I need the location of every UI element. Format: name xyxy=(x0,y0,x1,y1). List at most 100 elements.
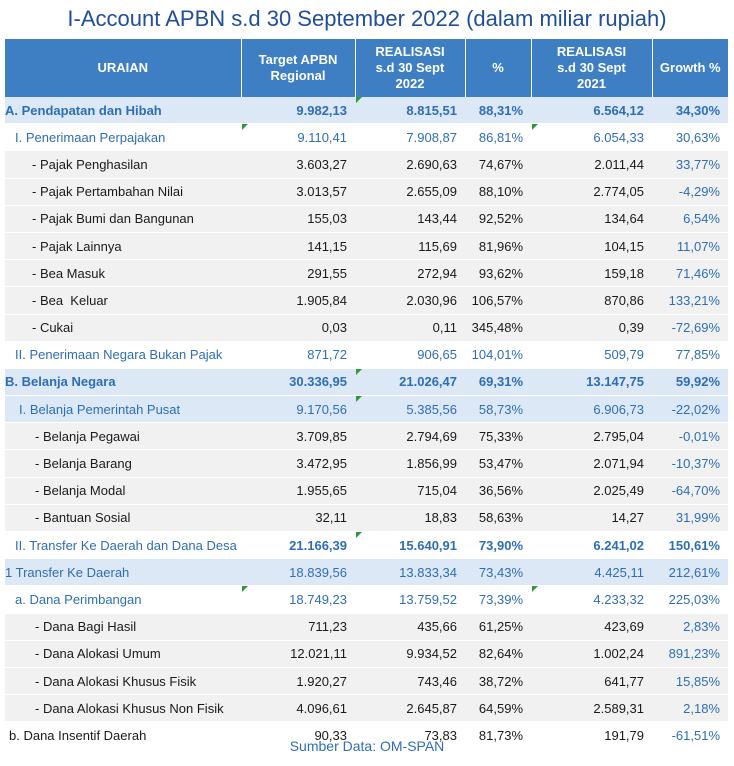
row-real2021: 870,86 xyxy=(531,286,652,315)
table-row: - Dana Alokasi Umum 12.021,11 9.934,52 8… xyxy=(5,640,728,668)
table-row: B. Belanja Negara 30.336,95 21.026,47 69… xyxy=(5,368,728,397)
header-target-line2: Regional xyxy=(270,68,326,83)
row-real2021: 2.025,49 xyxy=(531,477,652,505)
header-r21-line3: 2021 xyxy=(577,76,606,91)
table-row: - Dana Alokasi Khusus Non Fisik 4.096,61… xyxy=(5,694,728,723)
table-row: - Dana Bagi Hasil 711,23 435,66 61,25% 4… xyxy=(5,613,728,641)
row-real2022: 8.815,51 xyxy=(355,97,465,125)
row-real2021: 104,15 xyxy=(531,232,652,261)
row-pct: 73,39% xyxy=(465,585,531,614)
row-growth: 30,63% xyxy=(652,123,728,152)
row-pct: 86,81% xyxy=(465,123,531,152)
row-growth: 77,85% xyxy=(652,341,728,369)
row-real2021: 134,64 xyxy=(531,205,652,233)
table-row: - Dana Alokasi Khusus Fisik 1.920,27 743… xyxy=(5,667,728,696)
row-target: 141,15 xyxy=(241,232,355,261)
row-real2022: 906,65 xyxy=(355,341,465,369)
row-pct: 38,72% xyxy=(465,667,531,696)
row-real2021: 1.002,24 xyxy=(531,640,652,668)
row-target: 3.603,27 xyxy=(241,150,355,179)
table-header-row: URAIAN Target APBN Regional REALISASI s.d … xyxy=(5,39,728,97)
row-target: 18.749,23 xyxy=(241,585,355,614)
row-real2021: 4.233,32 xyxy=(531,585,652,614)
row-growth: -10,37% xyxy=(652,449,728,478)
table-row: - Bea Keluar 1.905,84 2.030,96 106,57% 8… xyxy=(5,286,728,315)
page-title: I-Account APBN s.d 30 September 2022 (da… xyxy=(67,6,667,31)
row-growth: 31,99% xyxy=(652,504,728,533)
row-real2021: 159,18 xyxy=(531,259,652,288)
row-growth: 6,54% xyxy=(652,205,728,233)
row-pct: 64,59% xyxy=(465,694,531,723)
row-growth: 133,21% xyxy=(652,286,728,315)
row-target: 3.709,85 xyxy=(241,422,355,451)
row-real2022: 715,04 xyxy=(355,477,465,505)
row-growth: 212,61% xyxy=(652,558,728,587)
row-target: 32,11 xyxy=(241,504,355,533)
row-real2022: 435,66 xyxy=(355,613,465,641)
row-real2022: 5.385,56 xyxy=(355,395,465,424)
row-label: - Belanja Barang xyxy=(5,449,241,478)
row-pct: 73,90% xyxy=(465,531,531,560)
header-target: Target APBN Regional xyxy=(241,39,356,97)
row-real2022: 21.026,47 xyxy=(355,368,465,397)
row-target: 871,72 xyxy=(241,341,355,369)
row-real2022: 15.640,91 xyxy=(355,531,465,560)
header-realisasi-2022: REALISASI s.d 30 Sept 2022 xyxy=(355,39,466,97)
row-growth: 2,18% xyxy=(652,694,728,723)
row-target: 1.905,84 xyxy=(241,286,355,315)
row-label: - Belanja Modal xyxy=(5,477,241,505)
row-growth: -22,02% xyxy=(652,395,728,424)
row-label: - Dana Alokasi Umum xyxy=(5,640,241,668)
row-real2021: 6.906,73 xyxy=(531,395,652,424)
row-real2022: 13.833,34 xyxy=(355,558,465,587)
table-row: - Pajak Pertambahan Nilai 3.013,57 2.655… xyxy=(5,178,728,206)
header-pct: % xyxy=(465,39,532,97)
table-row: - Belanja Pegawai 3.709,85 2.794,69 75,3… xyxy=(5,422,728,451)
header-target-line1: Target APBN xyxy=(258,52,338,67)
row-real2022: 115,69 xyxy=(355,232,465,261)
row-real2021: 4.425,11 xyxy=(531,558,652,587)
row-pct: 345,48% xyxy=(465,314,531,342)
row-pct: 92,52% xyxy=(465,205,531,233)
row-growth: 150,61% xyxy=(652,531,728,560)
row-real2022: 143,44 xyxy=(355,205,465,233)
row-label: - Dana Bagi Hasil xyxy=(5,613,241,641)
row-pct: 81,73% xyxy=(465,721,531,750)
row-label: - Pajak Bumi dan Bangunan xyxy=(5,205,241,233)
row-target: 18.839,56 xyxy=(241,558,355,587)
row-growth: 11,07% xyxy=(652,232,728,261)
table-row: - Bea Masuk 291,55 272,94 93,62% 159,18 … xyxy=(5,259,728,288)
header-r22-line1: REALISASI xyxy=(375,44,445,59)
row-real2021: 2.011,44 xyxy=(531,150,652,179)
row-target: 9.170,56 xyxy=(241,395,355,424)
row-pct: 36,56% xyxy=(465,477,531,505)
row-growth: -64,70% xyxy=(652,477,728,505)
row-label: - Dana Alokasi Khusus Non Fisik xyxy=(5,694,241,723)
header-growth: Growth % xyxy=(652,39,728,97)
row-real2021: 14,27 xyxy=(531,504,652,533)
header-pct-label: % xyxy=(492,60,504,75)
row-growth: 33,77% xyxy=(652,150,728,179)
row-label: a. Dana Perimbangan xyxy=(5,585,241,614)
apbn-table: URAIAN Target APBN Regional REALISASI s.d … xyxy=(5,39,728,750)
row-target: 3.472,95 xyxy=(241,449,355,478)
row-real2022: 9.934,52 xyxy=(355,640,465,668)
row-target: 711,23 xyxy=(241,613,355,641)
row-pct: 69,31% xyxy=(465,368,531,397)
row-label: - Pajak Pertambahan Nilai xyxy=(5,178,241,206)
row-target: 1.955,65 xyxy=(241,477,355,505)
row-target: 291,55 xyxy=(241,259,355,288)
table-row: II. Penerimaan Negara Bukan Pajak 871,72… xyxy=(5,341,728,369)
table-row: - Bantuan Sosial 32,11 18,83 58,63% 14,2… xyxy=(5,504,728,533)
header-uraian: URAIAN xyxy=(5,39,242,97)
row-growth: 71,46% xyxy=(652,259,728,288)
row-pct: 74,67% xyxy=(465,150,531,179)
row-target: 9.110,41 xyxy=(241,123,355,152)
row-growth: -4,29% xyxy=(652,178,728,206)
row-pct: 73,43% xyxy=(465,558,531,587)
row-growth: -72,69% xyxy=(652,314,728,342)
row-real2022: 13.759,52 xyxy=(355,585,465,614)
table-row: I. Penerimaan Perpajakan 9.110,41 7.908,… xyxy=(5,123,728,152)
table-row: - Pajak Penghasilan 3.603,27 2.690,63 74… xyxy=(5,150,728,179)
row-pct: 58,63% xyxy=(465,504,531,533)
